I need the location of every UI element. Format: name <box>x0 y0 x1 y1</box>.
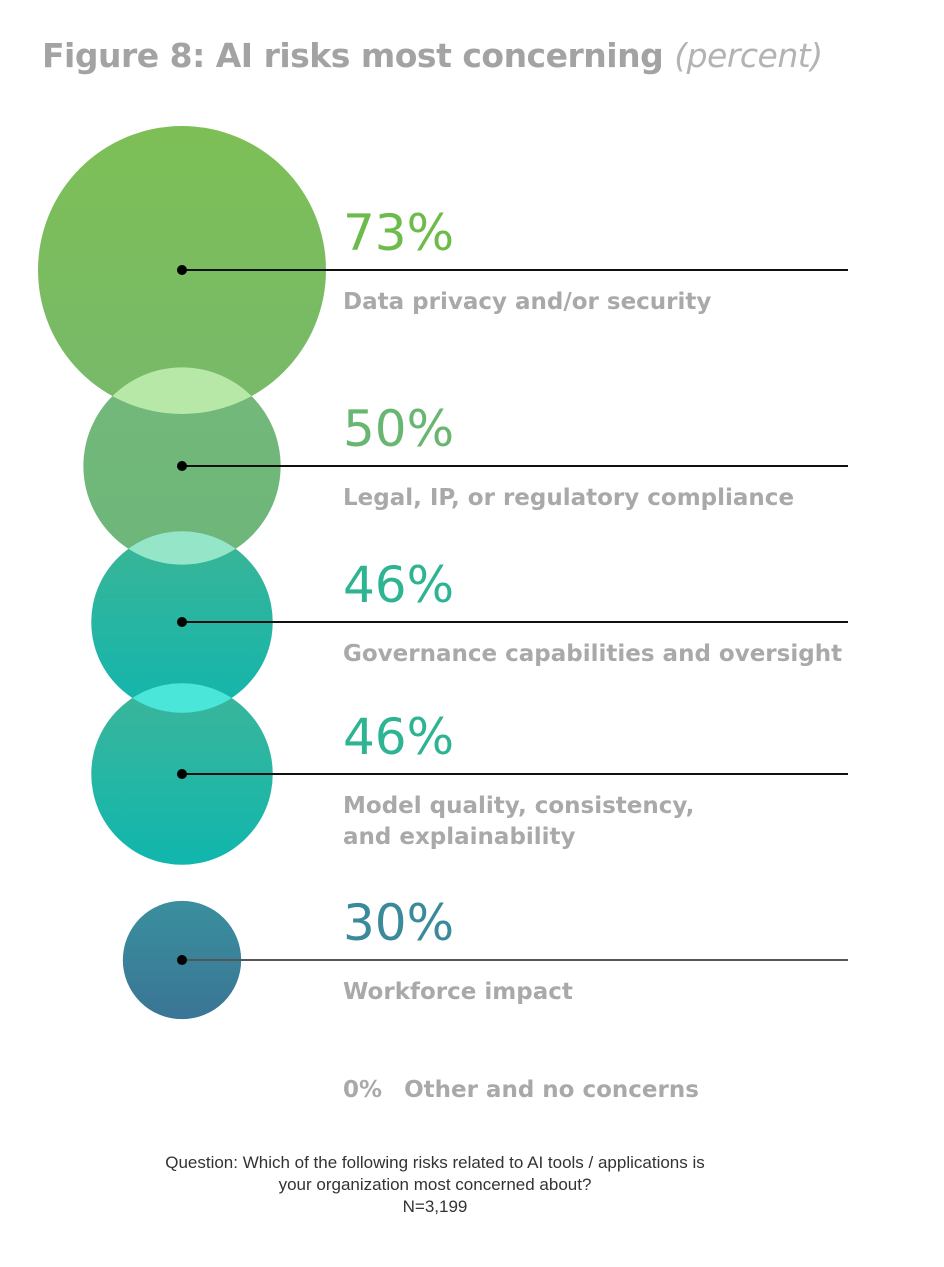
value-label-3: 46% <box>343 708 454 766</box>
center-dot-0 <box>177 265 187 275</box>
value-label-2: 46% <box>343 556 454 614</box>
title-subtitle: (percent) <box>674 36 823 75</box>
other-value: 0% <box>343 1077 383 1103</box>
center-dot-2 <box>177 617 187 627</box>
center-dot-4 <box>177 955 187 965</box>
category-label-2: Governance capabilities and oversight <box>343 641 842 667</box>
value-label-4: 30% <box>343 894 454 952</box>
question-line-1: Question: Which of the following risks r… <box>165 1153 705 1172</box>
other-label: Other and no concerns <box>404 1077 699 1103</box>
category-label-1: Legal, IP, or regulatory compliance <box>343 485 794 511</box>
category-label-4: Workforce impact <box>343 979 573 1005</box>
value-label-1: 50% <box>343 400 454 458</box>
category-label-3: and explainability <box>343 824 576 850</box>
sample-size: N=3,199 <box>402 1197 468 1216</box>
title-text: Figure 8: AI risks most concerning <box>42 36 664 75</box>
center-dot-3 <box>177 769 187 779</box>
category-label-3: Model quality, consistency, <box>343 793 694 819</box>
center-dot-1 <box>177 461 187 471</box>
question-line-2: your organization most concerned about? <box>278 1175 592 1194</box>
other-row: 0% Other and no concerns <box>343 1077 699 1103</box>
value-label-0: 73% <box>343 204 454 262</box>
footnote: Question: Which of the following risks r… <box>0 1152 870 1218</box>
chart-title: Figure 8: AI risks most concerning (perc… <box>42 36 823 75</box>
category-label-0: Data privacy and/or security <box>343 289 711 315</box>
